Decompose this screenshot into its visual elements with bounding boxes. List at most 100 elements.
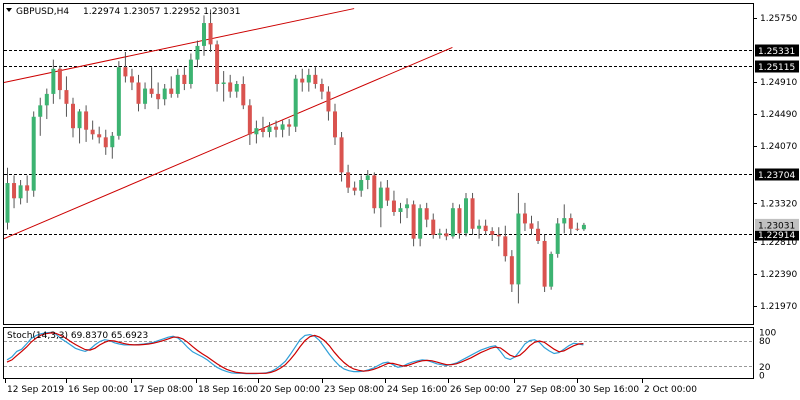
- candle-body-bear: [326, 91, 331, 112]
- candle: [156, 82, 161, 110]
- dropdown-triangle-icon[interactable]: [6, 8, 12, 12]
- candle-body-bull: [5, 183, 10, 223]
- candle-body-bull: [549, 253, 554, 287]
- candle: [5, 167, 10, 230]
- candle-body-bull: [555, 223, 560, 254]
- candle: [195, 40, 200, 68]
- candle: [208, 9, 213, 52]
- candle-body-bear: [352, 187, 357, 191]
- candle: [575, 222, 580, 232]
- candle: [405, 198, 410, 219]
- time-label: 23 Sep 08:00: [324, 385, 384, 395]
- candle-body-bear: [103, 137, 108, 148]
- candle-body-bull: [116, 67, 121, 136]
- candle-body-bull: [581, 224, 586, 230]
- candle-body-bear: [260, 128, 265, 132]
- candle: [529, 215, 534, 235]
- price-axis: 1.25331 1.25115 1.23704 1.22914 1.25750 1.249…: [753, 14, 799, 382]
- candle-body-bull: [31, 116, 36, 191]
- candle: [319, 78, 324, 100]
- candle: [483, 219, 488, 235]
- candle: [542, 234, 547, 292]
- level-price-box: [755, 228, 799, 241]
- time-label: 18 Sep 16:00: [198, 385, 258, 395]
- candle-body-bear: [333, 111, 337, 138]
- time-label: 20 Sep 00:00: [260, 385, 320, 395]
- price-tick-label: 1.22390: [760, 270, 797, 280]
- candle-body-bear: [25, 185, 30, 191]
- candle: [71, 97, 75, 138]
- candle-body-bull: [378, 187, 383, 209]
- candle-body-bear: [84, 111, 89, 130]
- trendline[interactable]: [3, 46, 453, 240]
- candle-body-bear: [385, 187, 390, 201]
- candle: [490, 227, 495, 241]
- candle: [509, 250, 514, 292]
- candle: [333, 103, 337, 145]
- candle-body-bear: [339, 137, 344, 173]
- candle: [352, 181, 357, 196]
- candle-body-bear: [300, 78, 305, 83]
- candle: [313, 67, 318, 89]
- candle-body-bear: [503, 236, 508, 257]
- candle-body-bear: [136, 82, 141, 104]
- candle-body-bear: [509, 256, 514, 285]
- trendline[interactable]: [3, 8, 355, 83]
- candle: [359, 175, 364, 197]
- stoch-label: Stoch(14,3,3) 69.8370 65.6923: [7, 331, 148, 341]
- candle: [326, 86, 331, 121]
- candle-body-bear: [346, 172, 351, 188]
- price-tick-label: 1.24070: [760, 142, 797, 152]
- price-panel-frame: [3, 3, 754, 325]
- candle-body-bull: [437, 233, 442, 235]
- candle: [496, 227, 501, 247]
- price-tick-label: 1.24490: [760, 110, 797, 120]
- price-tick-label: 1.24910: [760, 78, 797, 88]
- candle-body-bear: [64, 90, 69, 104]
- candle-body-bear: [241, 84, 246, 106]
- candle: [293, 74, 298, 132]
- candle-body-bull: [398, 208, 403, 212]
- level-price-box: [755, 168, 799, 181]
- candle-body-bear: [156, 93, 161, 100]
- candle: [84, 105, 89, 142]
- candle: [450, 202, 455, 239]
- candle-body-bull: [359, 180, 364, 191]
- candle-body-bull: [18, 185, 23, 199]
- candle-body-bear: [431, 219, 436, 235]
- candle: [116, 61, 121, 140]
- candle: [247, 99, 252, 145]
- candle-body-bear: [129, 76, 134, 83]
- candle-body-bear: [444, 233, 449, 237]
- candle: [254, 120, 259, 144]
- candle-body-bull: [110, 135, 115, 148]
- current-price-box: [755, 218, 799, 231]
- candle-body-bear: [12, 183, 17, 199]
- candle-body-bear: [391, 200, 396, 212]
- candle-body-bull: [267, 126, 272, 132]
- candle: [202, 15, 206, 56]
- candle-body-bear: [228, 82, 233, 92]
- candle-body-bear: [424, 208, 429, 220]
- candle: [411, 200, 416, 247]
- candle: [424, 202, 429, 228]
- candle-body-bull: [195, 45, 200, 60]
- candle-body-bear: [313, 74, 318, 84]
- candle-body-bear: [496, 234, 501, 237]
- candle: [444, 228, 449, 241]
- candle: [77, 109, 82, 144]
- time-label: 16 Sep 00:00: [68, 385, 128, 395]
- candle-body-bear: [90, 129, 95, 135]
- candle: [103, 129, 108, 155]
- candle: [372, 172, 377, 214]
- candle: [110, 132, 115, 159]
- candle-body-bull: [306, 74, 311, 83]
- candle: [162, 84, 167, 106]
- candle-body-bull: [477, 225, 482, 229]
- candle-body-bear: [319, 84, 324, 92]
- candle-body-bull: [365, 175, 370, 180]
- candle-body-bull: [405, 204, 410, 209]
- candle-body-bear: [182, 74, 187, 84]
- candle: [51, 59, 56, 104]
